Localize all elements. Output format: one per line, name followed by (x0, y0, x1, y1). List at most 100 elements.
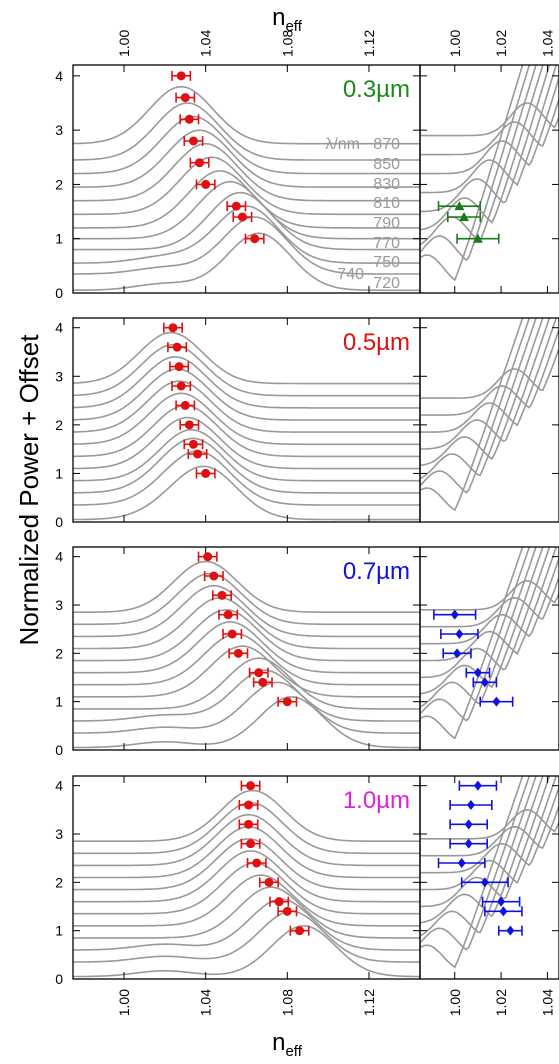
data-point (464, 819, 473, 830)
data-point (195, 158, 205, 168)
spectrum-curve (73, 596, 420, 650)
spectrum-curve (73, 813, 420, 867)
spectrum-curve (73, 621, 420, 674)
thickness-label: 0.3µm (343, 76, 410, 103)
y-tick-label: 2 (55, 645, 63, 661)
data-point (172, 342, 182, 352)
spectrum-curve (73, 129, 420, 188)
spectrum-curve (420, 65, 558, 194)
x-tick-label: 1.12 (361, 989, 377, 1016)
panel-4 (419, 317, 559, 523)
data-point (233, 648, 243, 658)
data-point (464, 838, 473, 849)
x-tick-label: 1.04 (198, 30, 214, 57)
spectrum-curve (73, 450, 420, 506)
data-point (180, 400, 190, 410)
panel-2: 1.00 1.02 1.04 (419, 30, 559, 294)
data-point (254, 668, 264, 678)
spectrum-curve (420, 65, 544, 231)
data-point (246, 839, 256, 849)
curves (420, 776, 559, 969)
spectrum-curve (73, 825, 420, 879)
data-point (295, 926, 305, 936)
data-point (480, 677, 489, 688)
spectrum-curve (73, 368, 420, 421)
spectrum-curve (73, 356, 420, 409)
data-point (250, 234, 260, 244)
curves (420, 65, 559, 282)
spectrum-curve (73, 428, 420, 482)
panels: 0 1 2 3 4 1.00 1.04 1.08 1.12 0.3µm 1.00 1.02 1.04 0 1… (55, 30, 559, 1016)
y-tick-label: 0 (55, 742, 63, 758)
wavelength-label: 720 (373, 275, 400, 292)
spectrum-curve (420, 318, 544, 467)
spectrum-curve (73, 572, 420, 626)
spectrum-curve (420, 318, 524, 512)
data-point (174, 362, 184, 372)
spectrum-curve (420, 547, 524, 740)
spectrum-curve (73, 115, 420, 175)
panel-frame (419, 546, 559, 751)
spectrum-curve (73, 874, 420, 927)
spectrum-curve (73, 232, 420, 292)
spectrum-curve (73, 850, 420, 903)
y-tick-label: 3 (55, 122, 63, 138)
spectrum-curve (420, 577, 559, 628)
wavelength-label: 850 (373, 156, 400, 173)
spectrum-curve (420, 547, 558, 662)
spectrum-curve (73, 645, 420, 698)
data-point (472, 233, 483, 243)
y-tick-label: 0 (55, 285, 63, 301)
y-tick-label: 3 (55, 826, 63, 842)
y-tick-label: 4 (55, 320, 63, 336)
spectrum-curve (420, 776, 544, 924)
wavelength-label: 740 (337, 266, 364, 283)
spectrum-curve (73, 344, 420, 397)
spectrum-curve (73, 886, 420, 939)
data-point (282, 906, 292, 916)
y-tick-label: 1 (55, 694, 63, 710)
x-tick-label: 1.04 (539, 989, 555, 1016)
data-point (459, 212, 470, 221)
spectrum-curve (420, 318, 558, 433)
spectrum-curve (420, 318, 537, 480)
spectrum-curve (73, 838, 420, 891)
curves (73, 86, 420, 292)
spectrum-curve (420, 776, 531, 951)
thickness-label: 1.0µm (343, 787, 410, 814)
data-point (506, 925, 515, 936)
wavelength-label: 770 (373, 235, 400, 252)
y-tick-label: 2 (55, 176, 63, 192)
data-point (499, 906, 508, 917)
spectrum-curve (73, 633, 420, 686)
y-tick-label: 1 (55, 923, 63, 939)
spectrum-curve (73, 608, 420, 662)
spectrum-curve (73, 669, 420, 722)
curves (73, 331, 420, 521)
y-tick-label: 0 (55, 514, 63, 530)
x-tick-label: 1.08 (279, 989, 295, 1016)
x-tick-label: 1.02 (493, 989, 509, 1016)
wavelength-label: 790 (373, 215, 400, 232)
spectrum-curve (420, 65, 531, 262)
spectrum-curve (420, 776, 551, 908)
spectrum-curve (420, 318, 551, 450)
data-point (176, 381, 186, 391)
spectrum-curve (73, 142, 420, 202)
spectrum-curve (73, 437, 420, 494)
data-point (480, 877, 489, 888)
curves (73, 560, 420, 749)
x-tick-label: 1.04 (198, 989, 214, 1016)
spectrum-curve (420, 547, 544, 695)
y-tick-label: 4 (55, 68, 63, 84)
bottom-xlabel: neff (272, 1029, 303, 1060)
data-point (227, 629, 237, 639)
spectrum-curve (73, 205, 420, 264)
data-point (184, 420, 194, 430)
spectrum-curve (73, 416, 420, 470)
thickness-label: 0.7µm (343, 558, 410, 585)
panel-frame (419, 775, 559, 980)
panel-frame (419, 64, 559, 294)
data-point (244, 819, 254, 829)
spectrum-curve (420, 77, 559, 175)
